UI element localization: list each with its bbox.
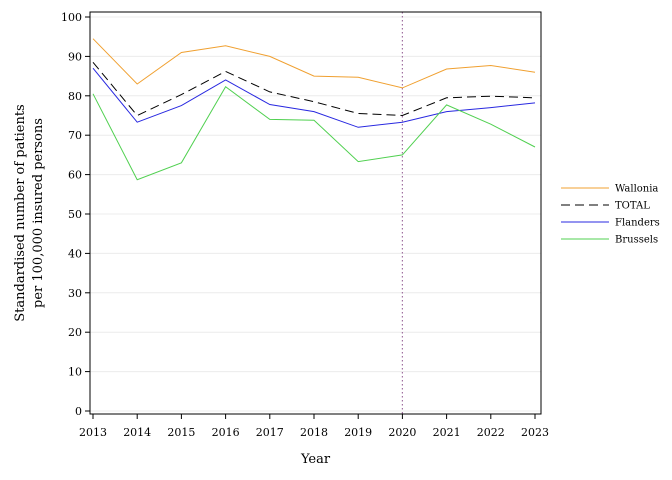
legend-label-total: TOTAL: [615, 201, 650, 212]
x-tick-label-2020: 2020: [388, 426, 416, 439]
y-tick-label-30: 30: [68, 287, 82, 300]
y-tick-label-0: 0: [75, 405, 82, 418]
x-tick-label-2016: 2016: [212, 426, 240, 439]
legend-label-brussels: Brussels: [615, 235, 658, 246]
series-line-brussels: [92, 85, 536, 181]
y-tick-label-10: 10: [68, 366, 82, 379]
series-line-total: [92, 61, 536, 117]
x-tick-label-2013: 2013: [79, 426, 107, 439]
y-tick-label-40: 40: [68, 247, 82, 260]
y-axis-title-line-1: Standardised number of patients: [13, 104, 28, 321]
series-line-flanders: [92, 67, 536, 128]
y-tick-label-100: 100: [61, 11, 82, 24]
x-tick-label-2021: 2021: [433, 426, 461, 439]
x-axis: 2013 2014 2015 2016 2017 2018 2019 2020 2021 2022…: [79, 414, 549, 439]
y-tick-label-70: 70: [68, 129, 82, 142]
legend-label-flanders: Flanders: [615, 218, 660, 229]
x-tick-label-2017: 2017: [256, 426, 284, 439]
x-tick-label-2014: 2014: [123, 426, 151, 439]
plot-frame: [89, 11, 542, 415]
legend: Wallonia TOTAL Flanders Brussels: [561, 184, 660, 246]
x-tick-label-2015: 2015: [167, 426, 195, 439]
grid-lines: [90, 16, 541, 412]
legend-label-wallonia: Wallonia: [615, 184, 658, 195]
series-line-wallonia: [92, 38, 536, 89]
x-tick-label-2023: 2023: [521, 426, 549, 439]
x-tick-label-2022: 2022: [477, 426, 505, 439]
x-tick-label-2019: 2019: [344, 426, 372, 439]
y-tick-label-60: 60: [68, 169, 82, 182]
x-tick-label-2018: 2018: [300, 426, 328, 439]
y-tick-label-50: 50: [68, 208, 82, 221]
y-tick-label-90: 90: [68, 50, 82, 63]
y-tick-label-80: 80: [68, 90, 82, 103]
series-lines: [92, 38, 536, 181]
x-axis-title: Year: [300, 452, 331, 467]
y-tick-label-20: 20: [68, 326, 82, 339]
y-axis: 0 10 20 30 40 50 60 70 80 90 100: [61, 11, 90, 418]
y-axis-title-line-2: per 100,000 insured persons: [31, 118, 46, 308]
